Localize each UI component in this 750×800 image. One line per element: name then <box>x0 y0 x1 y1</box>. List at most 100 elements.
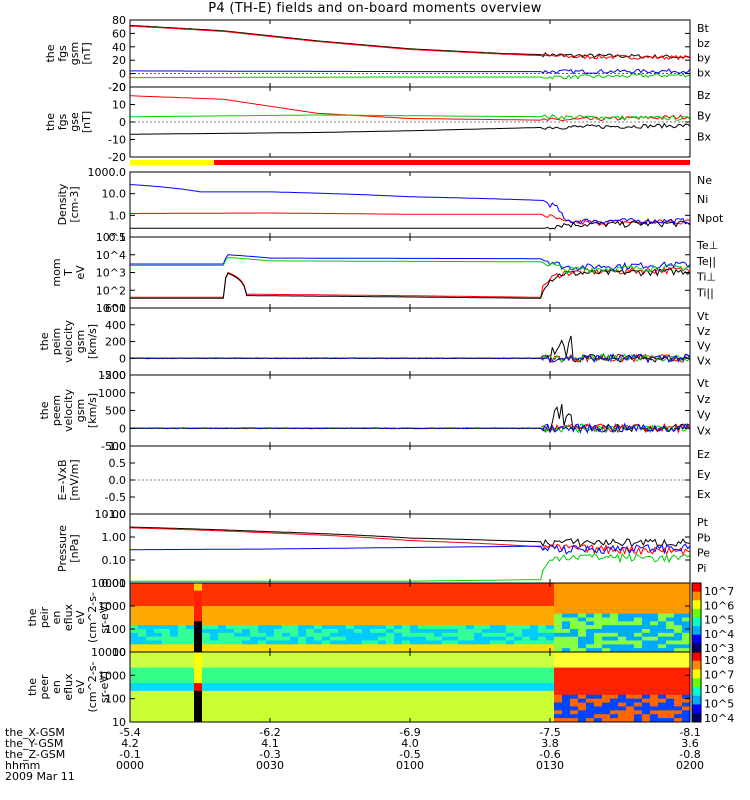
series-line-2 <box>129 184 691 226</box>
spectrogram-cell <box>178 683 187 688</box>
spectrogram-cell <box>434 648 443 653</box>
legend-label: bx <box>697 66 711 79</box>
spectrogram-cell <box>562 706 571 711</box>
mode-bar-fast <box>214 160 690 165</box>
spectrogram-cell <box>138 617 147 622</box>
spectrogram-cell <box>170 714 179 719</box>
spectrogram-cell <box>138 659 147 665</box>
spectrogram-cell <box>522 640 531 645</box>
spectrogram-cell <box>210 629 219 634</box>
spectrogram-cell <box>210 606 219 611</box>
spectrogram-cell <box>634 698 643 704</box>
spectrogram-cell <box>554 710 563 715</box>
spectrogram-cell <box>650 718 659 723</box>
spectrogram-cell <box>458 636 467 641</box>
spectrogram-cell <box>586 698 595 704</box>
spectrogram-cell <box>674 594 683 599</box>
spectrogram-cell <box>530 706 539 711</box>
spectrogram-cell <box>658 606 667 611</box>
spectrogram-cell <box>410 690 419 696</box>
spectrogram-cell <box>530 690 539 696</box>
spectrogram-cell <box>282 621 291 626</box>
spectrogram-cell <box>626 590 635 595</box>
spectrogram-cell <box>522 652 531 657</box>
spectrogram-cell <box>658 652 667 657</box>
spectrogram-cell <box>338 663 347 669</box>
spectrogram-cell <box>578 625 587 630</box>
spectrogram-cell <box>610 586 619 592</box>
spectrogram-cell <box>682 687 691 692</box>
spectrogram-cell <box>378 609 387 615</box>
spectrogram-cell <box>362 655 371 661</box>
spectrogram-cell <box>418 636 427 641</box>
spectrogram-cell <box>242 590 251 595</box>
spectrogram-cell <box>194 671 203 676</box>
spectrogram-cell <box>306 710 315 715</box>
spectrogram-cell <box>514 698 523 704</box>
colorbar-segment <box>692 652 701 662</box>
spectrogram-cell <box>618 586 627 592</box>
spectrogram-cell <box>610 687 619 692</box>
spectrogram-cell <box>210 663 219 669</box>
spectrogram-cell <box>306 590 315 595</box>
spectrogram-cell <box>210 598 219 603</box>
spectrogram-cell <box>682 671 691 676</box>
spectrogram-cell <box>314 683 323 688</box>
spectrogram-cell <box>218 590 227 595</box>
spectrogram-cell <box>274 679 283 684</box>
spectrogram-cell <box>482 710 491 715</box>
spectrogram-cell <box>282 683 291 688</box>
spectrogram-cell <box>586 690 595 696</box>
spectrogram-cell <box>634 671 643 676</box>
spectrogram-cell <box>226 636 235 641</box>
spectrogram-cell <box>202 590 211 595</box>
spectrogram-cell <box>314 598 323 603</box>
spectrogram-cell <box>418 594 427 599</box>
spectrogram-cell <box>458 609 467 615</box>
spectrogram-cell <box>610 675 619 680</box>
spectrogram-cell <box>226 586 235 592</box>
spectrogram-cell <box>314 679 323 684</box>
spectrogram-cell <box>578 687 587 692</box>
spectrogram-cell <box>458 694 467 700</box>
spectrogram-cell <box>306 655 315 661</box>
spectrogram-cell <box>570 632 579 638</box>
spectrogram-cell <box>138 698 147 704</box>
spectrogram-cell <box>490 659 499 665</box>
spectrogram-cell <box>418 583 427 588</box>
spectrogram-cell <box>450 590 459 595</box>
y-tick-label: 20 <box>112 54 126 67</box>
spectrogram-cell <box>674 609 683 615</box>
spectrogram-cell <box>666 698 675 704</box>
spectrogram-cell <box>290 683 299 688</box>
spectrogram-cell <box>386 583 395 588</box>
y-tick-label: -500 <box>101 440 126 453</box>
y-tick-label: 10^3 <box>96 267 126 280</box>
spectrogram-cell <box>586 636 595 641</box>
spectrogram-cell <box>130 621 139 626</box>
spectrogram-cell <box>578 679 587 684</box>
spectrogram-cell <box>346 710 355 715</box>
spectrogram-cell <box>338 687 347 692</box>
spectrogram-cell <box>138 583 147 588</box>
spectrogram-cell <box>282 648 291 653</box>
spectrogram-cell <box>546 640 555 645</box>
spectrogram-cell <box>450 706 459 711</box>
spectrogram-cell <box>394 613 403 618</box>
spectrogram-cell <box>498 644 507 649</box>
spectrogram-cell <box>642 617 651 622</box>
spectrogram-cell <box>666 586 675 592</box>
spectrogram-cell <box>418 690 427 696</box>
spectrogram-cell <box>210 655 219 661</box>
spectrogram-cell <box>602 652 611 657</box>
spectrogram-cell <box>226 710 235 715</box>
spectrogram-cell <box>314 690 323 696</box>
spectrogram-cell <box>130 617 139 622</box>
spectrogram-cell <box>178 663 187 669</box>
spectrogram-cell <box>290 598 299 603</box>
spectrogram-cell <box>242 671 251 676</box>
spectrogram-cell <box>618 632 627 638</box>
spectrogram-cell <box>282 702 291 707</box>
spectrogram-cell <box>434 617 443 622</box>
spectrogram-cell <box>186 640 195 645</box>
